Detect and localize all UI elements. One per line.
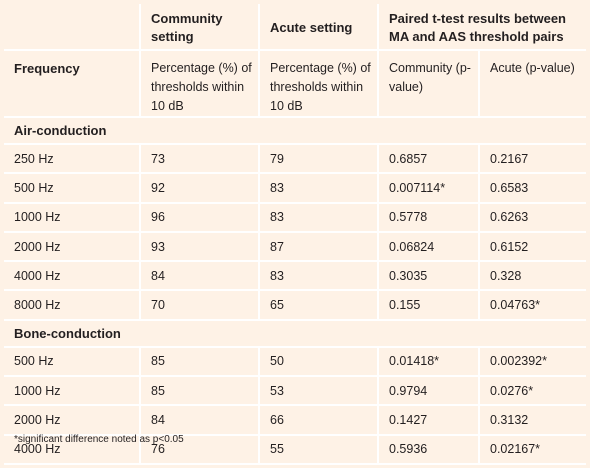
table-row: 1000 Hz 96 83 0.5778 0.6263: [4, 202, 587, 233]
subheader-acute-pct: Percentage (%) of thresholds within 10 d…: [259, 50, 379, 118]
subheader-acute-p: Acute (p-value): [479, 50, 587, 118]
header-row: Community setting Acute setting Paired t…: [4, 4, 587, 51]
cell-community-p: 0.1427: [378, 405, 480, 436]
section-row: Air-conduction: [4, 117, 587, 145]
cell-community-pct: 92: [140, 173, 260, 204]
cell-frequency: 500 Hz: [4, 173, 141, 204]
cell-acute-pct: 83: [259, 261, 379, 292]
cell-community-p: 0.5936: [378, 434, 480, 465]
table-row: 8000 Hz 70 65 0.155 0.04763*: [4, 290, 587, 321]
cell-community-p: 0.5778: [378, 202, 480, 233]
cell-community-pct: 84: [140, 261, 260, 292]
cell-frequency: 1000 Hz: [4, 376, 141, 407]
cell-community-pct: 73: [140, 144, 260, 175]
cell-acute-pct: 79: [259, 144, 379, 175]
cell-frequency: 4000 Hz: [4, 261, 141, 292]
cell-community-p: 0.06824: [378, 231, 480, 263]
cell-frequency: 2000 Hz: [4, 405, 141, 436]
cell-community-p: 0.01418*: [378, 346, 480, 378]
cell-frequency: 500 Hz: [4, 346, 141, 378]
cell-acute-p: 0.3132: [479, 405, 587, 436]
cell-acute-pct: 65: [259, 290, 379, 321]
cell-community-pct: 85: [140, 376, 260, 407]
cell-community-p: 0.6857: [378, 144, 480, 175]
header-empty-cell: [4, 4, 141, 51]
cell-acute-p: 0.328: [479, 261, 587, 292]
cell-acute-pct: 83: [259, 173, 379, 204]
cell-community-pct: 70: [140, 290, 260, 321]
cell-frequency: 1000 Hz: [4, 202, 141, 233]
cell-acute-p: 0.2167: [479, 144, 587, 175]
cell-acute-pct: 55: [259, 434, 379, 465]
cell-frequency: 4000 Hz: [4, 434, 141, 465]
cell-community-p: 0.9794: [378, 376, 480, 407]
cell-community-p: 0.155: [378, 290, 480, 321]
table-row: 1000 Hz 85 53 0.9794 0.0276*: [4, 376, 587, 407]
cell-frequency: 250 Hz: [4, 144, 141, 175]
subheader-community-p: Community (p-value): [378, 50, 480, 118]
cell-acute-p: 0.6583: [479, 173, 587, 204]
cell-acute-p: 0.0276*: [479, 376, 587, 407]
table-row: 500 Hz 92 83 0.007114* 0.6583: [4, 173, 587, 204]
cell-acute-p: 0.02167*: [479, 434, 587, 465]
cell-frequency: 8000 Hz: [4, 290, 141, 321]
cell-frequency: 2000 Hz: [4, 231, 141, 263]
cell-community-pct: 76: [140, 434, 260, 465]
header-community: Community setting: [140, 4, 260, 51]
results-table: Community setting Acute setting Paired t…: [4, 4, 587, 465]
header-acute: Acute setting: [259, 4, 379, 51]
footnote: *significant difference noted as p<0.05: [14, 434, 184, 445]
cell-acute-p: 0.002392*: [479, 346, 587, 378]
section-title: Bone-conduction: [4, 319, 587, 348]
subheader-frequency: Frequency: [4, 50, 141, 118]
cell-community-pct: 85: [140, 346, 260, 378]
table-row: 500 Hz 85 50 0.01418* 0.002392*: [4, 346, 587, 378]
cell-community-pct: 96: [140, 202, 260, 233]
table-row: 4000 Hz 76 55 0.5936 0.02167*: [4, 434, 587, 465]
subheader-community-pct: Percentage (%) of thresholds within 10 d…: [140, 50, 260, 118]
cell-community-pct: 84: [140, 405, 260, 436]
cell-acute-p: 0.04763*: [479, 290, 587, 321]
table-row: 250 Hz 73 79 0.6857 0.2167: [4, 144, 587, 175]
table-row: 2000 Hz 84 66 0.1427 0.3132: [4, 405, 587, 436]
table-row: 2000 Hz 93 87 0.06824 0.6152: [4, 231, 587, 263]
cell-acute-pct: 53: [259, 376, 379, 407]
table-body: Air-conduction 250 Hz 73 79 0.6857 0.2167 500 …: [4, 117, 587, 465]
header-paired-ttest: Paired t-test results between MA and AAS…: [378, 4, 587, 51]
cell-acute-pct: 87: [259, 231, 379, 263]
cell-acute-pct: 50: [259, 346, 379, 378]
cell-community-p: 0.007114*: [378, 173, 480, 204]
cell-community-p: 0.3035: [378, 261, 480, 292]
cell-acute-p: 0.6152: [479, 231, 587, 263]
table-row: 4000 Hz 84 83 0.3035 0.328: [4, 261, 587, 292]
subheader-row: Frequency Percentage (%) of thresholds w…: [4, 50, 587, 118]
section-row: Bone-conduction: [4, 319, 587, 348]
cell-acute-pct: 83: [259, 202, 379, 233]
cell-acute-p: 0.6263: [479, 202, 587, 233]
section-title: Air-conduction: [4, 117, 587, 145]
cell-community-pct: 93: [140, 231, 260, 263]
cell-acute-pct: 66: [259, 405, 379, 436]
